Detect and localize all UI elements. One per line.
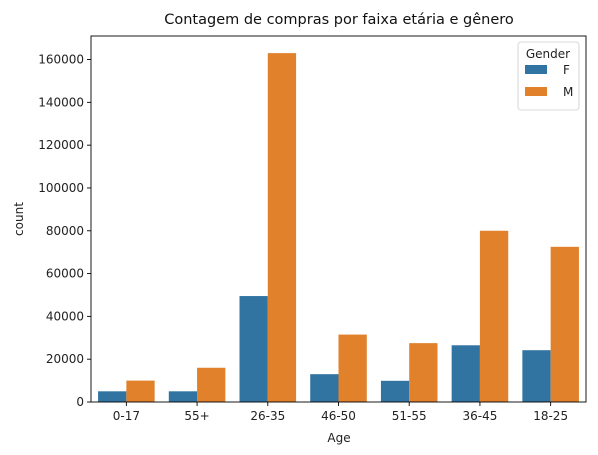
bar-M-0-17 [126, 380, 155, 402]
legend-label-F: F [563, 63, 570, 77]
x-tick-label: 26-35 [250, 409, 285, 423]
legend-swatch-F [525, 65, 547, 74]
y-tick-label: 80000 [46, 224, 84, 238]
bar-M-36-45 [479, 230, 509, 402]
x-tick-label: 46-50 [321, 409, 356, 423]
y-tick-label: 0 [76, 395, 84, 409]
y-axis: 0 20000 40000 60000 80000 100000 120000 140000 1… [38, 53, 91, 409]
bar-M-55+ [197, 367, 226, 402]
bar-F-0-17 [98, 391, 127, 402]
y-axis-label: count [12, 202, 26, 236]
plot-frame [90, 35, 587, 403]
legend-title: Gender [526, 47, 570, 61]
bar-F-18-25 [522, 350, 551, 402]
y-tick-label: 160000 [38, 53, 84, 67]
y-tick-label: 20000 [46, 352, 84, 366]
bar-F-46-50 [310, 374, 339, 402]
bar-M-26-35 [267, 53, 297, 403]
x-tick-label: 51-55 [392, 409, 427, 423]
bars-group [98, 53, 579, 403]
y-tick-label: 100000 [38, 181, 84, 195]
x-tick-label: 18-25 [533, 409, 568, 423]
legend-label-M: M [563, 85, 573, 99]
x-tick-label: 36-45 [462, 409, 497, 423]
y-tick-label: 40000 [46, 309, 84, 323]
bar-M-46-50 [338, 334, 367, 402]
bar-M-51-55 [409, 343, 438, 402]
bar-F-51-55 [380, 380, 410, 402]
y-tick-label: 140000 [38, 95, 84, 109]
legend: Gender FM [517, 41, 580, 111]
x-tick-label: 0-17 [113, 409, 140, 423]
x-tick-label: 55+ [184, 409, 209, 423]
y-tick-label: 120000 [38, 138, 84, 152]
legend-swatch-M [525, 87, 547, 96]
bar-F-26-35 [239, 296, 268, 402]
bar-F-36-45 [451, 345, 480, 402]
bar-M-18-25 [550, 246, 579, 402]
x-axis: 0-17 55+ 26-35 46-50 51-55 36-45 18-25 [113, 402, 568, 423]
y-tick-label: 60000 [46, 267, 84, 281]
chart-title: Contagem de compras por faixa etária e g… [164, 12, 514, 28]
x-axis-label: Age [327, 431, 350, 445]
bar-F-55+ [168, 391, 198, 402]
